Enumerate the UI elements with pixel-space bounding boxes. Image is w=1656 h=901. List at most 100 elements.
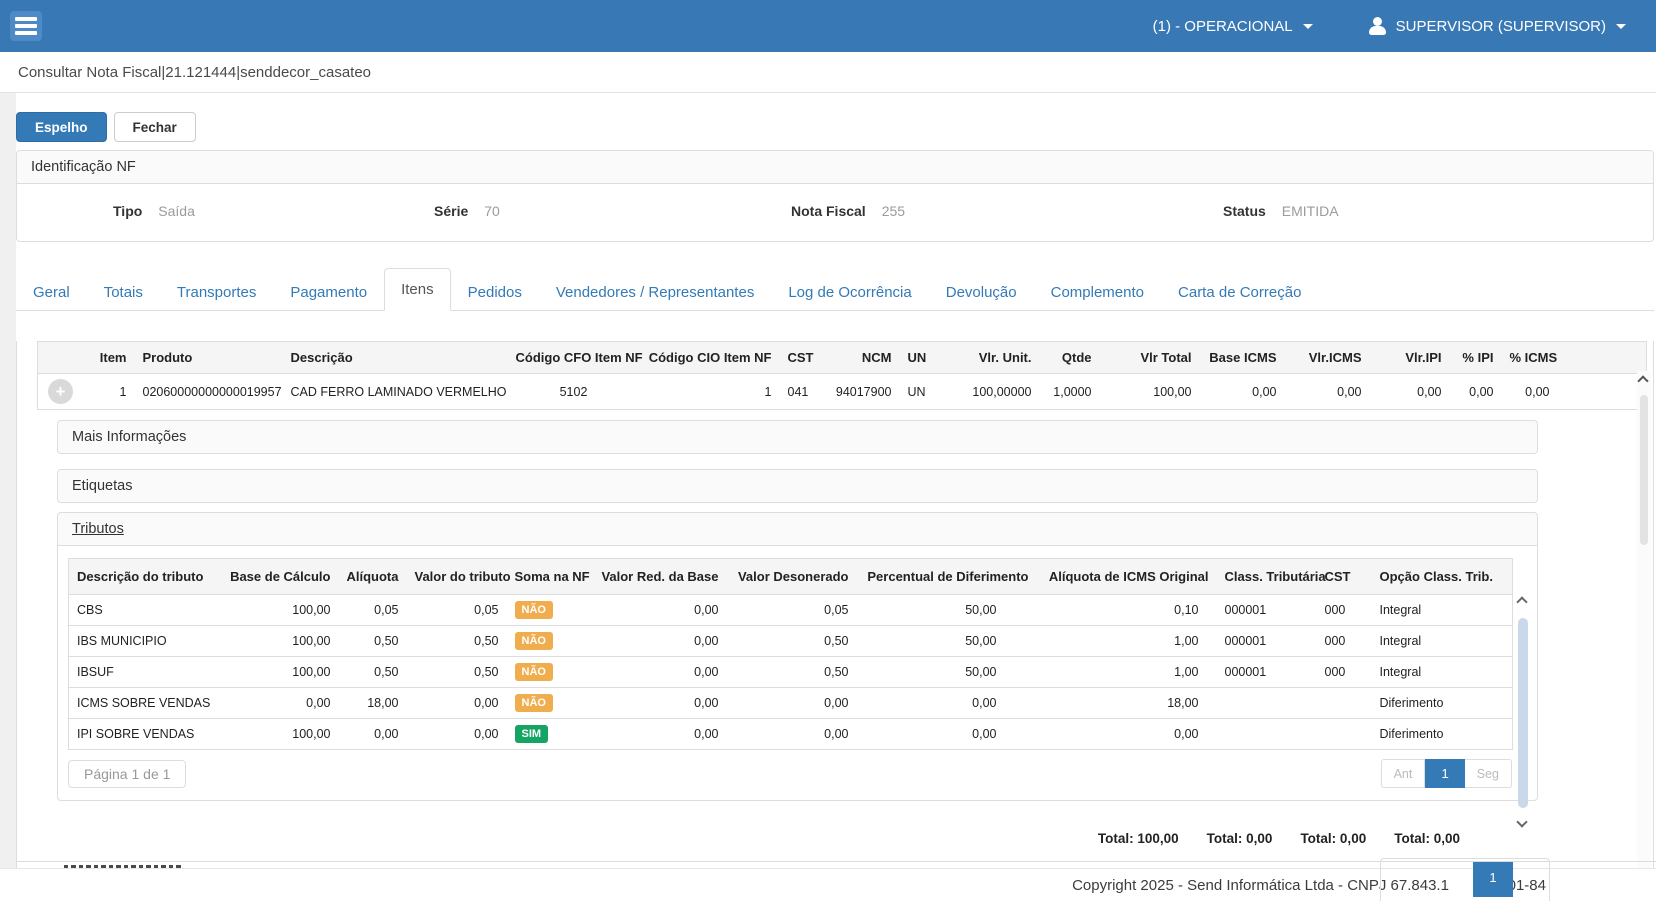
- col-aliquota: Alíquota: [338, 558, 407, 595]
- page-background: Espelho Fechar Identificação NF Tipo Saíd…: [0, 93, 1656, 901]
- scrollbar-thumb[interactable]: [1640, 395, 1648, 545]
- pct-ipi-value: 0,00: [1449, 373, 1502, 410]
- expand-item-button[interactable]: +: [48, 379, 73, 404]
- col-valor-red-base: Valor Red. da Base: [591, 558, 727, 595]
- footer-bar: Copyright 2025 - Send Informática Ltda -…: [0, 868, 1656, 901]
- tab-devolucao[interactable]: Devolução: [945, 284, 1017, 301]
- prev-page-button[interactable]: Ant: [1380, 759, 1426, 788]
- espelho-button[interactable]: Espelho: [16, 112, 107, 142]
- col-cst-trib: CST: [1316, 558, 1372, 595]
- tab-transportes[interactable]: Transportes: [176, 284, 257, 301]
- tab-carta-de-correcao[interactable]: Carta de Correção: [1178, 284, 1302, 301]
- tab-pedidos[interactable]: Pedidos: [467, 284, 522, 301]
- current-page-button[interactable]: 1: [1425, 759, 1465, 788]
- tributos-body: Descrição do tributo Base de Cálculo Alí…: [58, 546, 1537, 828]
- col-ncm: NCM: [824, 341, 900, 374]
- col-base-calculo: Base de Cálculo: [218, 558, 339, 595]
- fechar-button[interactable]: Fechar: [113, 112, 196, 142]
- totals-row: Total: 100,00 Total: 0,00 Total: 0,00 To…: [17, 831, 1653, 846]
- breadcrumb-bar: Consultar Nota Fiscal|21.121444|senddeco…: [0, 52, 1656, 93]
- tab-content-itens: Item Produto Descrição Código CFO Item N…: [16, 341, 1654, 891]
- tipo-label: Tipo: [113, 203, 143, 219]
- tab-complemento[interactable]: Complemento: [1050, 284, 1145, 301]
- codigo-cfo-value: 5102: [507, 373, 640, 410]
- descricao-value: CAD FERRO LAMINADO VERMELHO: [282, 373, 508, 410]
- col-valor-tributo: Valor do tributo: [406, 558, 511, 595]
- clipped-section-title: [64, 865, 184, 870]
- ncm-value: 94017900: [824, 373, 900, 410]
- content-scrollbar[interactable]: [1637, 371, 1651, 876]
- soma-nf-badge: NÃO: [514, 601, 553, 619]
- scroll-down-icon[interactable]: [1516, 816, 1528, 828]
- tributos-scrollbar[interactable]: [1515, 590, 1531, 838]
- user-dropdown[interactable]: SUPERVISOR (SUPERVISOR): [1368, 17, 1626, 35]
- col-vlr-unit: Vlr. Unit.: [944, 341, 1040, 374]
- field-nota-fiscal: Nota Fiscal 255: [791, 203, 905, 219]
- pct-icms-value: 0,00: [1501, 373, 1558, 410]
- vlr-icms-value: 0,00: [1284, 373, 1370, 410]
- cut-off-section: [16, 861, 1656, 870]
- top-navbar: (1) - OPERACIONAL SUPERVISOR (SUPERVISOR…: [0, 0, 1656, 52]
- tributos-pagination: Página 1 de 1 Ant 1 Seg: [68, 759, 1512, 788]
- mais-informacoes-panel[interactable]: Mais Informações: [57, 420, 1538, 454]
- tab-itens[interactable]: Itens: [384, 268, 451, 311]
- tab-vendedores-representantes[interactable]: Vendedores / Representantes: [555, 284, 755, 301]
- col-un: UN: [899, 341, 945, 374]
- scroll-up-icon[interactable]: [1637, 375, 1649, 387]
- nota-fiscal-value: 255: [881, 203, 906, 219]
- itens-table: Item Produto Descrição Código CFO Item N…: [37, 341, 1647, 410]
- produto-value: 02060000000000019957: [134, 373, 283, 410]
- page-title: Consultar Nota Fiscal|21.121444|senddeco…: [18, 63, 372, 81]
- col-class-tributaria: Class. Tributária: [1216, 558, 1326, 595]
- total-vlr-total: Total: 100,00: [1097, 831, 1179, 846]
- col-produto: Produto: [134, 341, 283, 374]
- operational-label: (1) - OPERACIONAL: [1152, 17, 1293, 35]
- total-base-icms: Total: 0,00: [1206, 831, 1273, 846]
- scrollbar-thumb[interactable]: [1518, 618, 1528, 808]
- field-tipo: Tipo Saída: [113, 203, 195, 219]
- etiquetas-panel[interactable]: Etiquetas: [57, 469, 1538, 503]
- hamburger-icon: [15, 17, 37, 21]
- tab-totais[interactable]: Totais: [103, 284, 143, 301]
- total-vlr-icms: Total: 0,00: [1300, 831, 1367, 846]
- next-page-button[interactable]: Seg: [1464, 759, 1512, 788]
- soma-nf-badge: NÃO: [514, 632, 553, 650]
- col-percentual-diferimento: Percentual de Diferimento: [856, 558, 1037, 595]
- tab-pagamento[interactable]: Pagamento: [290, 284, 368, 301]
- field-status: Status EMITIDA: [1223, 203, 1339, 219]
- tributos-title[interactable]: Tributos: [58, 513, 1537, 546]
- tab-log-de-ocorrencia[interactable]: Log de Ocorrência: [788, 284, 912, 301]
- base-icms-value: 0,00: [1199, 373, 1285, 410]
- mais-informacoes-title[interactable]: Mais Informações: [58, 421, 1537, 453]
- col-descricao-tributo: Descrição do tributo: [68, 558, 219, 595]
- serie-label: Série: [434, 203, 469, 219]
- qtde-value: 1,0000: [1039, 373, 1100, 410]
- item-number: 1: [119, 384, 127, 399]
- identificacao-panel: Identificação NF Tipo Saída Série 70 Nota …: [16, 150, 1654, 242]
- col-qtde: Qtde: [1039, 341, 1100, 374]
- hamburger-menu-button[interactable]: [10, 11, 42, 41]
- page-info: Página 1 de 1: [68, 759, 187, 788]
- tributo-row: IBS MUNICIPIO 100,00 0,50 0,50 NÃO 0,00 …: [68, 625, 1513, 657]
- tributos-table: Descrição do tributo Base de Cálculo Alí…: [68, 558, 1513, 750]
- col-codigo-cio: Código CIO Item NF: [639, 341, 780, 374]
- etiquetas-title[interactable]: Etiquetas: [58, 470, 1537, 502]
- tributo-row: CBS 100,00 0,05 0,05 NÃO 0,00 0,05 50,00…: [68, 594, 1513, 626]
- operational-dropdown[interactable]: (1) - OPERACIONAL: [1153, 18, 1313, 35]
- col-aliquota-icms-original: Alíquota de ICMS Original: [1036, 558, 1217, 595]
- status-label: Status: [1223, 203, 1266, 219]
- vlr-unit-value: 100,00000: [944, 373, 1040, 410]
- field-serie: Série 70: [434, 203, 500, 219]
- tab-geral[interactable]: Geral: [33, 284, 70, 301]
- copyright-prefix: Copyright 2025 - Send Informática Ltda -…: [1072, 877, 1449, 894]
- cst-value: 041: [779, 373, 825, 410]
- chevron-down-icon: [1616, 23, 1626, 29]
- col-pct-ipi: % IPI: [1449, 341, 1502, 374]
- scroll-up-icon[interactable]: [1516, 596, 1528, 608]
- codigo-cio-value: 1: [639, 373, 780, 410]
- soma-nf-badge: NÃO: [514, 694, 553, 712]
- item-row: + 1 02060000000000019957 CAD FERRO LAMIN…: [37, 373, 1647, 410]
- soma-nf-badge: NÃO: [514, 663, 553, 681]
- col-valor-desonerado: Valor Desonerado: [726, 558, 857, 595]
- cut-off-page-button[interactable]: 1: [1473, 862, 1513, 897]
